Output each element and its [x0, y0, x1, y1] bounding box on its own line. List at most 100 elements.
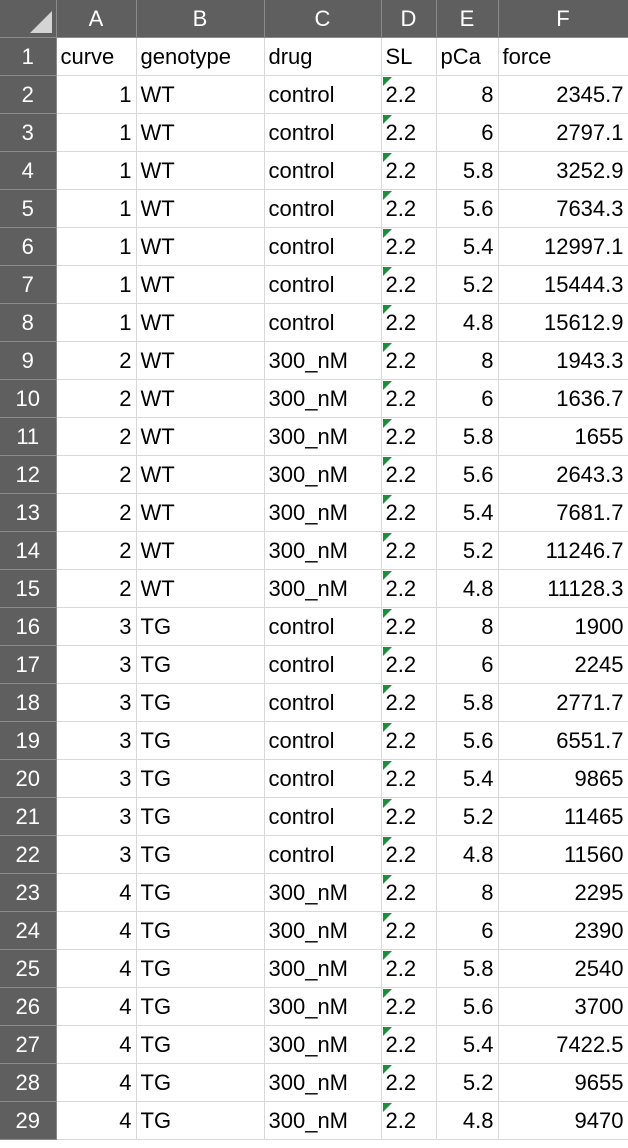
cell-c[interactable]: control	[264, 607, 382, 646]
row-header[interactable]: 9	[0, 341, 57, 380]
cell-f[interactable]: 1636.7	[498, 379, 628, 418]
row-header[interactable]: 23	[0, 873, 57, 912]
number-stored-as-text-indicator-icon[interactable]	[382, 1103, 392, 1112]
row-header[interactable]: 7	[0, 265, 57, 304]
cell-e[interactable]: 5.6	[436, 721, 499, 760]
cell-c1[interactable]: drug	[264, 37, 382, 76]
cell-a[interactable]: 3	[56, 721, 137, 760]
cell-c[interactable]: 300_nM	[264, 987, 382, 1026]
cell-d1[interactable]: SL	[381, 37, 437, 76]
row-header[interactable]: 10	[0, 379, 57, 418]
cell-a[interactable]: 2	[56, 341, 137, 380]
row-header[interactable]: 13	[0, 493, 57, 532]
cell-b[interactable]: WT	[136, 151, 265, 190]
cell-d[interactable]: 2.2	[381, 1101, 437, 1140]
cell-c[interactable]: 300_nM	[264, 1063, 382, 1102]
cell-e[interactable]: 6	[436, 645, 499, 684]
cell-f[interactable]: 2245	[498, 645, 628, 684]
cell-b[interactable]: WT	[136, 265, 265, 304]
row-header[interactable]: 20	[0, 759, 57, 798]
column-header-d[interactable]: D	[381, 0, 437, 38]
row-header[interactable]: 27	[0, 1025, 57, 1064]
number-stored-as-text-indicator-icon[interactable]	[382, 153, 392, 162]
cell-d[interactable]: 2.2	[381, 455, 437, 494]
cell-c[interactable]: control	[264, 75, 382, 114]
row-header[interactable]: 28	[0, 1063, 57, 1102]
cell-c[interactable]: control	[264, 835, 382, 874]
cell-a[interactable]: 1	[56, 265, 137, 304]
cell-a[interactable]: 1	[56, 113, 137, 152]
row-header[interactable]: 2	[0, 75, 57, 114]
cell-f[interactable]: 3700	[498, 987, 628, 1026]
cell-e[interactable]: 5.2	[436, 797, 499, 836]
cell-f[interactable]: 9655	[498, 1063, 628, 1102]
cell-c[interactable]: 300_nM	[264, 873, 382, 912]
cell-b[interactable]: TG	[136, 949, 265, 988]
number-stored-as-text-indicator-icon[interactable]	[382, 1065, 392, 1074]
cell-d[interactable]: 2.2	[381, 645, 437, 684]
cell-a[interactable]: 1	[56, 227, 137, 266]
cell-f[interactable]: 2390	[498, 911, 628, 950]
number-stored-as-text-indicator-icon[interactable]	[382, 533, 392, 542]
cell-f[interactable]: 15612.9	[498, 303, 628, 342]
cell-e[interactable]: 4.8	[436, 569, 499, 608]
cell-a[interactable]: 4	[56, 1101, 137, 1140]
number-stored-as-text-indicator-icon[interactable]	[382, 305, 392, 314]
cell-b1[interactable]: genotype	[136, 37, 265, 76]
cell-d[interactable]: 2.2	[381, 303, 437, 342]
cell-a[interactable]: 3	[56, 759, 137, 798]
number-stored-as-text-indicator-icon[interactable]	[382, 647, 392, 656]
cell-e[interactable]: 4.8	[436, 1101, 499, 1140]
cell-e[interactable]: 6	[436, 113, 499, 152]
cell-d[interactable]: 2.2	[381, 759, 437, 798]
cell-d[interactable]: 2.2	[381, 607, 437, 646]
cell-c[interactable]: 300_nM	[264, 911, 382, 950]
cell-c[interactable]: 300_nM	[264, 1101, 382, 1140]
cell-c[interactable]: control	[264, 265, 382, 304]
number-stored-as-text-indicator-icon[interactable]	[382, 381, 392, 390]
row-header[interactable]: 4	[0, 151, 57, 190]
column-header-e[interactable]: E	[436, 0, 499, 38]
cell-e[interactable]: 5.8	[436, 949, 499, 988]
cell-a[interactable]: 3	[56, 645, 137, 684]
row-header[interactable]: 26	[0, 987, 57, 1026]
number-stored-as-text-indicator-icon[interactable]	[382, 913, 392, 922]
cell-f[interactable]: 6551.7	[498, 721, 628, 760]
cell-f[interactable]: 2295	[498, 873, 628, 912]
cell-d[interactable]: 2.2	[381, 227, 437, 266]
cell-a[interactable]: 2	[56, 493, 137, 532]
cell-c[interactable]: 300_nM	[264, 949, 382, 988]
cell-a[interactable]: 4	[56, 873, 137, 912]
cell-d[interactable]: 2.2	[381, 569, 437, 608]
cell-a[interactable]: 4	[56, 1025, 137, 1064]
number-stored-as-text-indicator-icon[interactable]	[382, 77, 392, 86]
cell-e[interactable]: 5.6	[436, 987, 499, 1026]
cell-e[interactable]: 5.8	[436, 683, 499, 722]
cell-e[interactable]: 6	[436, 911, 499, 950]
cell-f1[interactable]: force	[498, 37, 628, 76]
cell-e[interactable]: 8	[436, 341, 499, 380]
cell-b[interactable]: WT	[136, 113, 265, 152]
cell-e[interactable]: 5.4	[436, 759, 499, 798]
row-header[interactable]: 15	[0, 569, 57, 608]
cell-d[interactable]: 2.2	[381, 835, 437, 874]
number-stored-as-text-indicator-icon[interactable]	[382, 951, 392, 960]
row-header[interactable]: 5	[0, 189, 57, 228]
cell-b[interactable]: TG	[136, 759, 265, 798]
cell-d[interactable]: 2.2	[381, 1025, 437, 1064]
cell-e[interactable]: 5.4	[436, 227, 499, 266]
cell-d[interactable]: 2.2	[381, 265, 437, 304]
cell-e[interactable]: 5.4	[436, 1025, 499, 1064]
number-stored-as-text-indicator-icon[interactable]	[382, 419, 392, 428]
cell-e[interactable]: 6	[436, 379, 499, 418]
row-header[interactable]: 25	[0, 949, 57, 988]
cell-a[interactable]: 2	[56, 569, 137, 608]
cell-f[interactable]: 3252.9	[498, 151, 628, 190]
cell-c[interactable]: control	[264, 227, 382, 266]
row-header[interactable]: 22	[0, 835, 57, 874]
row-header[interactable]: 16	[0, 607, 57, 646]
cell-c[interactable]: 300_nM	[264, 569, 382, 608]
cell-b[interactable]: WT	[136, 379, 265, 418]
cell-a[interactable]: 4	[56, 949, 137, 988]
cell-a1[interactable]: curve	[56, 37, 137, 76]
